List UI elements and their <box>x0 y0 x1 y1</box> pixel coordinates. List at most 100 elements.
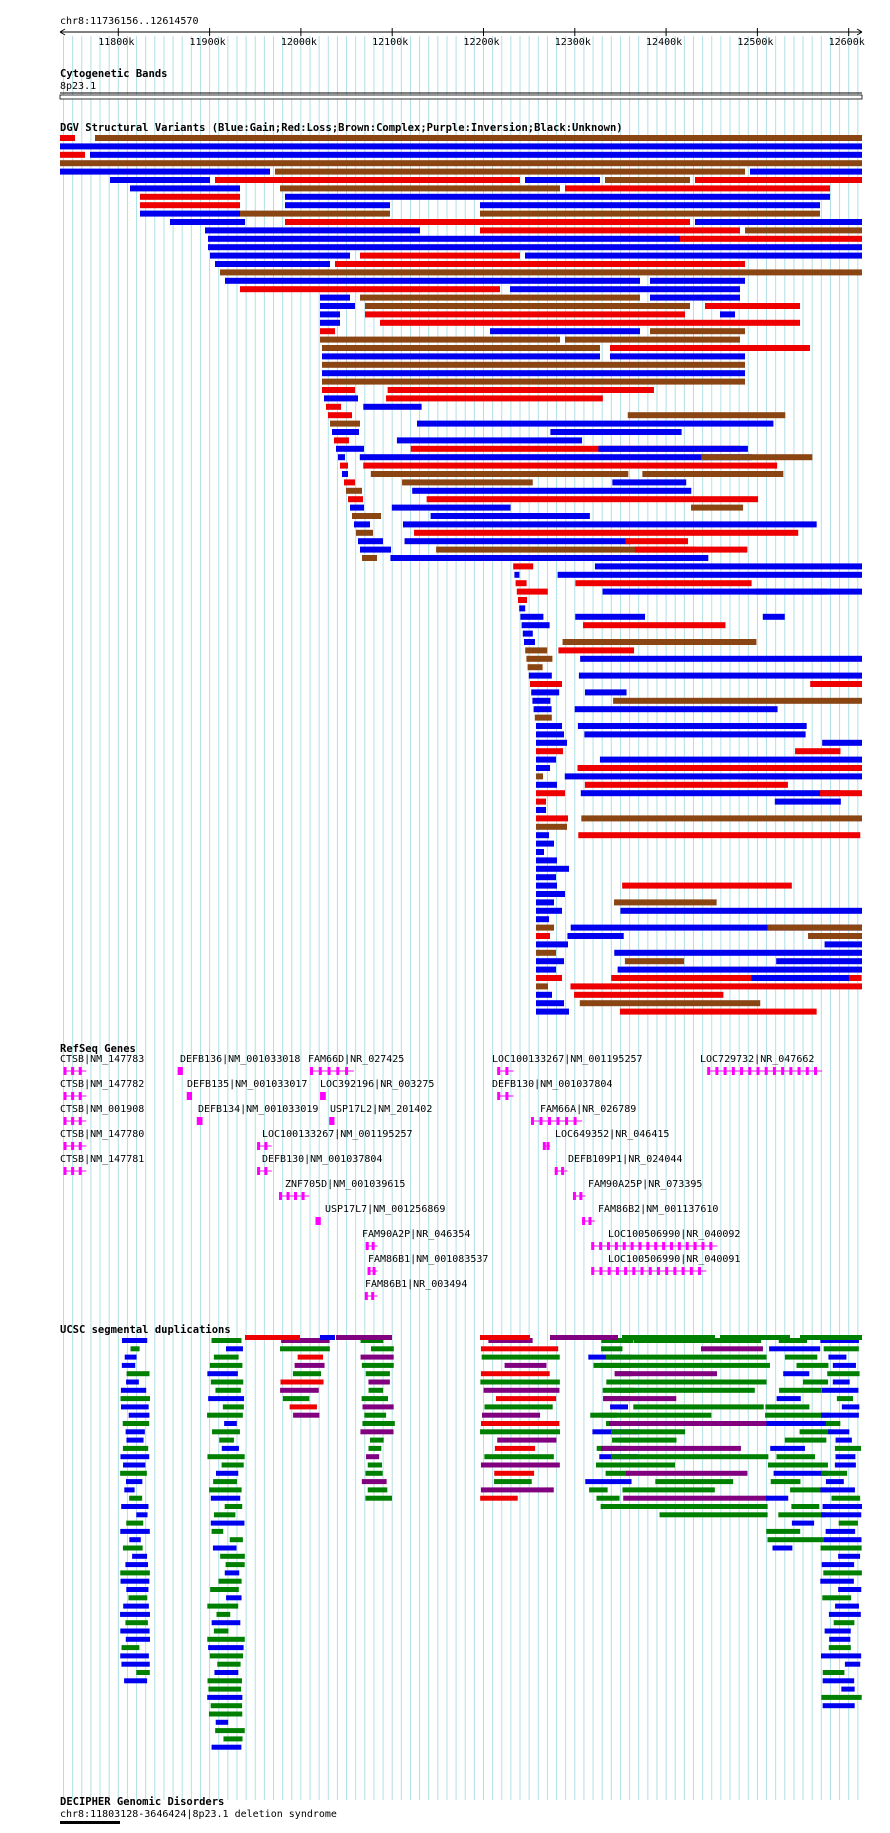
dgv-variant[interactable] <box>574 991 724 998</box>
segdup-feature[interactable] <box>834 1462 856 1468</box>
segdup-feature[interactable] <box>831 1495 861 1501</box>
segdup-feature[interactable] <box>494 1445 536 1451</box>
dgv-variant[interactable] <box>215 261 330 267</box>
dgv-variant[interactable] <box>610 353 745 360</box>
segdup-feature[interactable] <box>123 1462 146 1468</box>
dgv-variant[interactable] <box>533 706 552 713</box>
dgv-variant[interactable] <box>208 235 360 242</box>
segdup-feature[interactable] <box>208 1645 244 1651</box>
dgv-variant[interactable] <box>650 277 745 284</box>
segdup-feature[interactable] <box>835 1454 856 1460</box>
segdup-feature[interactable] <box>362 1404 394 1410</box>
dgv-variant[interactable] <box>520 613 544 620</box>
dgv-variant[interactable] <box>695 219 862 225</box>
gene-exon[interactable] <box>294 1192 298 1200</box>
segdup-feature[interactable] <box>120 1611 150 1617</box>
dgv-variant[interactable] <box>614 899 717 906</box>
segdup-feature[interactable] <box>480 1429 560 1435</box>
segdup-feature[interactable] <box>370 1346 394 1352</box>
dgv-variant[interactable] <box>536 907 562 914</box>
dgv-variant[interactable] <box>525 252 862 259</box>
dgv-variant[interactable] <box>240 210 390 217</box>
dgv-variant[interactable] <box>635 546 748 553</box>
dgv-variant[interactable] <box>90 151 862 158</box>
dgv-variant[interactable] <box>705 303 800 309</box>
dgv-variant[interactable] <box>60 135 75 141</box>
segdup-feature[interactable] <box>827 1371 860 1377</box>
gene-exon[interactable] <box>579 1192 583 1200</box>
segdup-feature[interactable] <box>219 1437 234 1443</box>
dgv-variant[interactable] <box>570 924 862 931</box>
segdup-feature[interactable] <box>769 1346 821 1352</box>
segdup-feature[interactable] <box>125 1479 143 1485</box>
decipher-feature-bar[interactable] <box>60 1821 120 1824</box>
gene-exon[interactable] <box>606 1242 610 1250</box>
segdup-feature[interactable] <box>778 1338 808 1343</box>
segdup-feature[interactable] <box>655 1479 734 1485</box>
segdup-feature[interactable] <box>130 1346 140 1352</box>
gene-exon[interactable] <box>63 1092 67 1100</box>
dgv-variant[interactable] <box>536 798 546 805</box>
gene-exon[interactable] <box>301 1192 305 1200</box>
segdup-feature[interactable] <box>497 1437 557 1443</box>
dgv-variant[interactable] <box>602 588 862 595</box>
dgv-variant[interactable] <box>528 672 552 679</box>
gene-exon[interactable] <box>673 1267 677 1275</box>
segdup-feature[interactable] <box>611 1454 769 1460</box>
gene-exon[interactable] <box>599 1267 603 1275</box>
segdup-feature[interactable] <box>606 1462 676 1468</box>
dgv-variant[interactable] <box>480 210 820 217</box>
dgv-variant[interactable] <box>824 941 862 948</box>
dgv-variant[interactable] <box>280 185 560 192</box>
segdup-feature[interactable] <box>360 1354 394 1360</box>
dgv-variant[interactable] <box>536 773 543 780</box>
gene-exon[interactable] <box>371 1292 375 1300</box>
segdup-feature[interactable] <box>614 1371 717 1377</box>
segdup-feature[interactable] <box>226 1346 243 1352</box>
segdup-feature[interactable] <box>129 1495 143 1501</box>
gene-exon[interactable] <box>709 1242 713 1250</box>
segdup-feature[interactable] <box>128 1595 148 1601</box>
gene-exon[interactable] <box>63 1067 67 1075</box>
dgv-variant[interactable] <box>338 454 345 461</box>
dgv-variant[interactable] <box>330 420 360 427</box>
dgv-variant[interactable] <box>359 454 753 461</box>
segdup-feature[interactable] <box>838 1587 862 1592</box>
dgv-variant[interactable] <box>386 395 603 402</box>
segdup-feature[interactable] <box>126 1437 144 1443</box>
dgv-variant[interactable] <box>564 773 862 780</box>
segdup-feature[interactable] <box>828 1645 851 1651</box>
dgv-variant[interactable] <box>650 294 740 301</box>
segdup-feature[interactable] <box>776 1454 815 1460</box>
refseq-track[interactable]: RefSeq Genes CTSB|NM_147783CTSB|NM_14778… <box>60 1043 823 1300</box>
segdup-feature[interactable] <box>210 1520 245 1526</box>
dgv-variant[interactable] <box>410 445 741 452</box>
segdup-feature[interactable] <box>208 1396 245 1402</box>
gene-label[interactable]: FAM86B1|NR_003494 <box>365 1279 467 1290</box>
gene-label[interactable]: ZNF705D|NM_001039615 <box>285 1179 405 1190</box>
segdup-feature[interactable] <box>824 1628 851 1634</box>
dgv-variant[interactable] <box>426 496 759 503</box>
gene-exon[interactable] <box>196 1117 200 1125</box>
segdup-feature[interactable] <box>120 1628 150 1634</box>
dgv-variant[interactable] <box>480 227 740 234</box>
segdup-feature[interactable] <box>125 1620 148 1626</box>
dgv-variant[interactable] <box>620 907 862 914</box>
gene-exon[interactable] <box>805 1067 809 1075</box>
segdup-feature[interactable] <box>124 1487 135 1493</box>
gene-exon[interactable] <box>615 1267 619 1275</box>
dgv-variant[interactable] <box>536 739 567 746</box>
dgv-variant[interactable] <box>322 361 745 368</box>
dgv-variant[interactable] <box>285 219 690 225</box>
segdup-feature[interactable] <box>120 1528 150 1534</box>
dgv-variant[interactable] <box>536 748 563 755</box>
segdup-feature[interactable] <box>207 1678 242 1684</box>
dgv-variant[interactable] <box>352 513 381 519</box>
dgv-variant[interactable] <box>336 445 364 452</box>
segdup-feature[interactable] <box>207 1636 245 1642</box>
gene-exon[interactable] <box>327 1067 331 1075</box>
segdup-feature[interactable] <box>825 1479 844 1485</box>
dgv-variant[interactable] <box>691 504 744 511</box>
segdup-feature[interactable] <box>823 1570 862 1576</box>
dgv-variant[interactable] <box>570 983 862 990</box>
